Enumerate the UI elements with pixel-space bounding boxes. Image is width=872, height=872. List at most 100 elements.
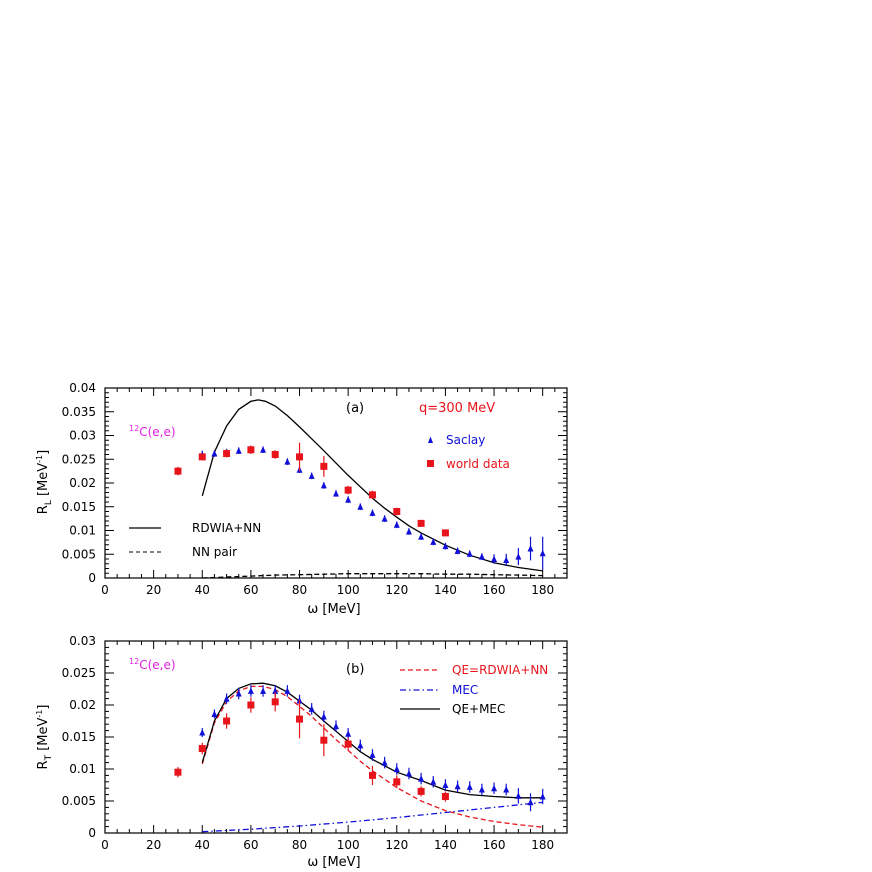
x-axis-title-b: ω [MeV] — [307, 855, 360, 870]
y-tick-label-a: 0.03 — [69, 429, 96, 443]
point-world-data-a — [223, 450, 231, 458]
point-saclay-b — [491, 784, 498, 792]
point-world-data-a — [271, 451, 279, 458]
point-world-data-b — [296, 715, 304, 723]
x-tick-label-b: 180 — [531, 838, 554, 852]
x-tick-label-b: 140 — [434, 838, 457, 852]
point-saclay-b — [454, 782, 461, 790]
target-mass-a: 12 — [129, 424, 139, 433]
point-saclay-a — [478, 553, 485, 560]
y-tick-label-a: 0.01 — [69, 524, 96, 538]
point-world-data-b — [441, 793, 449, 801]
legend-world-label: world data — [446, 457, 510, 471]
point-saclay-b — [272, 687, 279, 694]
x-tick-label-a: 20 — [146, 583, 161, 597]
series-line-qe-mec-b — [201, 682, 543, 799]
y-title-a-close: ] — [36, 450, 51, 455]
target-annotation-a: 12C(e,e) — [129, 424, 176, 439]
point-saclay-b — [418, 775, 425, 782]
target-annotation-b: 12C(e,e) — [129, 657, 176, 672]
y-title-a-sub: L — [44, 500, 54, 505]
point-saclay-a — [211, 450, 218, 457]
y-tick-label-a: 0.04 — [69, 381, 96, 395]
y-tick-label-a: 0.02 — [69, 476, 96, 490]
ticks-b: 0 20 40 60 80 100 120 140 160 180 0 0.005 0.01 0.015 0… — [62, 634, 568, 852]
point-saclay-b — [369, 751, 376, 758]
legend-qe-label: QE=RDWIA+NN — [452, 663, 548, 677]
point-world-data-a — [393, 508, 401, 515]
point-world-data-b — [368, 771, 376, 779]
y-tick-label-a: 0.015 — [62, 500, 96, 514]
point-saclay-a — [430, 538, 437, 545]
y-tick-label-b: 0.005 — [62, 794, 96, 808]
point-saclay-b — [247, 687, 254, 694]
point-saclay-a — [454, 547, 461, 554]
panel-a-rl: 0 20 40 60 80 100 120 140 160 180 0 0.005 0.01 0.015 0… — [35, 381, 568, 617]
series-line-rdwia-nn-a — [201, 399, 543, 572]
legend-mec-label: MEC — [452, 683, 478, 697]
point-saclay-b — [539, 793, 546, 800]
series-b — [174, 682, 546, 833]
y-tick-label-a: 0 — [88, 571, 96, 585]
x-tick-label-a: 120 — [385, 583, 408, 597]
panel-b-rt: 0 20 40 60 80 100 120 140 160 180 0 0.005 0.01 0.015 0… — [35, 634, 568, 870]
point-saclay-a — [418, 533, 425, 540]
point-saclay-b — [284, 687, 291, 694]
y-title-a-unit: [MeV — [36, 463, 51, 500]
y-axis-title-b: RT [MeV-1] — [35, 705, 54, 770]
q-annotation: q=300 MeV — [419, 401, 495, 416]
y-tick-label-a: 0.005 — [62, 547, 96, 561]
panel-label-a: (a) — [346, 401, 364, 416]
point-saclay-b — [345, 730, 352, 737]
x-tick-label-b: 120 — [385, 838, 408, 852]
series-line-qe-rdwia-nn-b — [201, 685, 543, 828]
x-tick-label-b: 40 — [195, 838, 210, 852]
point-saclay-a — [515, 553, 522, 560]
x-tick-label-b: 100 — [337, 838, 360, 852]
point-saclay-a — [503, 556, 510, 563]
x-tick-label-b: 160 — [483, 838, 506, 852]
y-tick-label-b: 0.03 — [69, 634, 96, 648]
point-saclay-a — [235, 447, 242, 454]
point-saclay-b — [199, 729, 206, 736]
plot-frame-a — [104, 387, 568, 579]
x-tick-label-a: 140 — [434, 583, 457, 597]
point-saclay-b — [478, 785, 485, 793]
point-saclay-a — [491, 555, 498, 562]
point-world-data-a — [441, 529, 449, 537]
point-saclay-b — [320, 713, 327, 720]
x-tick-label-b: 20 — [146, 838, 161, 852]
point-world-data-a — [320, 462, 328, 470]
point-saclay-a — [320, 481, 327, 489]
x-tick-label-a: 100 — [337, 583, 360, 597]
point-saclay-b — [527, 798, 534, 806]
point-saclay-b — [430, 778, 437, 785]
legend-saclay-marker — [428, 436, 433, 443]
point-world-data-a — [198, 453, 206, 461]
point-world-data-b — [393, 778, 401, 786]
point-world-data-b — [271, 698, 279, 706]
point-saclay-a — [442, 542, 449, 550]
point-world-data-b — [320, 736, 328, 744]
x-tick-label-a: 40 — [195, 583, 210, 597]
point-saclay-a — [393, 521, 400, 528]
point-world-data-a — [174, 467, 182, 475]
y-title-b-unit: [MeV — [36, 717, 51, 754]
point-saclay-a — [284, 458, 291, 465]
y-title-b-close: ] — [36, 705, 51, 710]
point-world-data-a — [296, 453, 304, 461]
y-tick-label-b: 0 — [88, 826, 96, 840]
legend-rdwia-label: RDWIA+NN — [192, 521, 261, 535]
series-a — [174, 399, 546, 579]
legend-nnpair-label: NN pair — [192, 545, 237, 559]
target-reaction-b: C(e,e) — [139, 658, 175, 672]
target-mass-b: 12 — [129, 657, 139, 666]
point-world-data-b — [198, 745, 206, 753]
legend-a: Saclay world data RDWIA+NN NN pair — [129, 433, 510, 559]
point-saclay-a — [527, 545, 534, 552]
point-world-data-a — [247, 446, 255, 454]
point-saclay-b — [235, 689, 242, 697]
point-saclay-a — [539, 549, 546, 557]
point-saclay-a — [308, 472, 315, 479]
point-saclay-b — [515, 792, 522, 799]
